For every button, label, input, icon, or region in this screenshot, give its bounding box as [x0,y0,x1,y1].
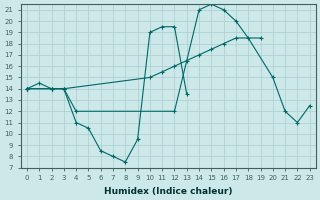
X-axis label: Humidex (Indice chaleur): Humidex (Indice chaleur) [104,187,233,196]
